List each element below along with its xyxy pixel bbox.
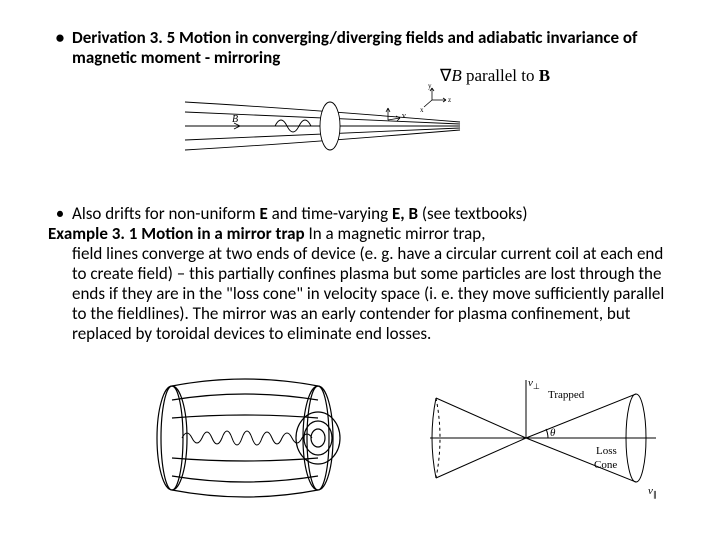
example-body-start: In a magnetic mirror trap, xyxy=(305,223,486,244)
drifts-suffix: (see textbooks) xyxy=(418,203,527,224)
svg-text:v⊥: v⊥ xyxy=(528,377,540,391)
b-bold: B xyxy=(539,66,550,85)
bullet-drifts-text: Also drifts for non-uniform E and time-v… xyxy=(72,204,527,224)
svg-text:y: y xyxy=(428,82,432,90)
drifts-e1: E xyxy=(259,203,267,224)
example-title: Example 3. 1 Motion in a mirror trap xyxy=(48,223,305,244)
loss-label: Loss xyxy=(596,445,617,457)
svg-text:B: B xyxy=(232,114,238,125)
bullet-derivation-text: Derivation 3. 5 Motion in converging/div… xyxy=(72,28,668,68)
cone-label: Cone xyxy=(594,459,617,471)
vpar-sub: ∥ xyxy=(653,490,657,499)
drifts-mid: and time-varying xyxy=(268,203,392,224)
figure-mirror-trap xyxy=(120,378,370,498)
svg-text:v: v xyxy=(402,111,406,120)
svg-text:x: x xyxy=(420,106,424,114)
drifts-e2: E, B xyxy=(392,203,418,224)
bullet-dot-2: • xyxy=(48,204,72,224)
bullet-drifts: • Also drifts for non-uniform E and time… xyxy=(48,204,668,224)
svg-text:v∥: v∥ xyxy=(648,485,657,499)
example-body: field lines converge at two ends of devi… xyxy=(48,244,668,344)
vperp-sub: ⊥ xyxy=(533,382,540,391)
parallel-word: parallel to xyxy=(462,66,539,85)
bullet-dot: • xyxy=(48,28,72,68)
svg-text:z: z xyxy=(448,96,451,104)
bullet-derivation: • Derivation 3. 5 Motion in converging/d… xyxy=(48,28,668,68)
trapped-label: Trapped xyxy=(548,389,585,401)
example-mirror-trap: Example 3. 1 Motion in a mirror trap In … xyxy=(48,224,668,344)
drifts-prefix: Also drifts for non-uniform xyxy=(72,203,259,224)
theta-label: θ xyxy=(550,427,556,439)
figure-loss-cone: v⊥ v∥ θ Trapped Loss Cone xyxy=(430,376,660,500)
figure-converging-field: B v xyxy=(180,82,470,170)
